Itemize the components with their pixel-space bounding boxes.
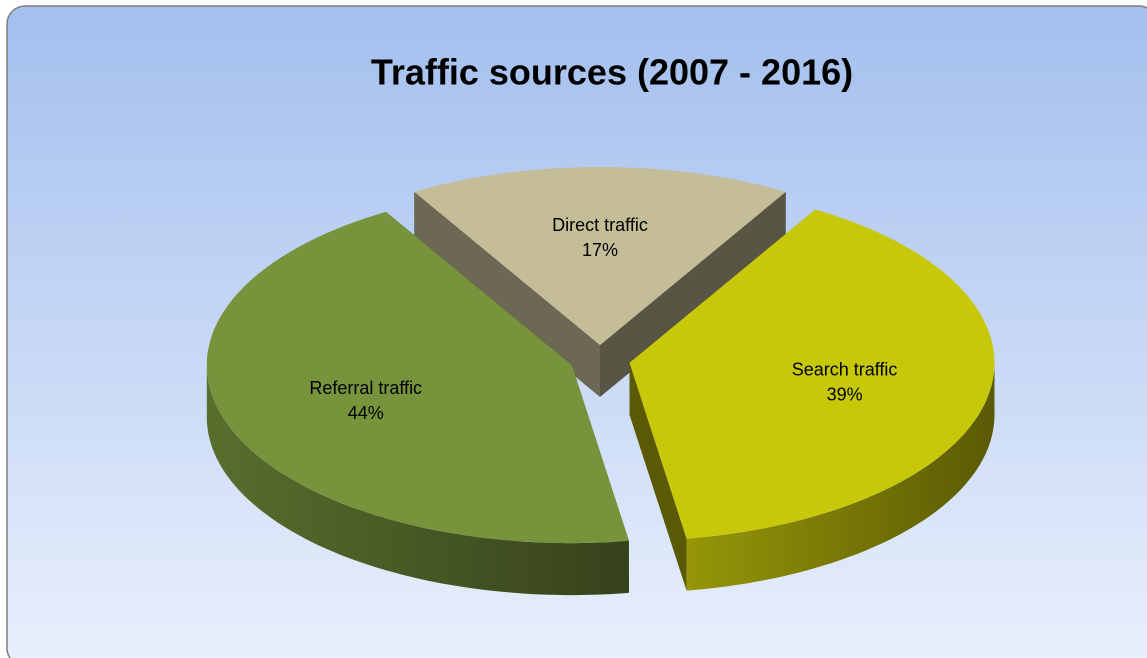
slice-side-face [414, 191, 600, 397]
slice-outer-wall [686, 362, 995, 591]
data-label-name: Referral traffic [309, 378, 422, 398]
slice: Referral traffic 44% [206, 211, 629, 596]
slice-side-face [600, 191, 786, 397]
data-label-value: 17% [582, 240, 618, 260]
slice-top [206, 211, 629, 544]
data-label-value: 39% [827, 385, 863, 405]
slice: Search traffic 39% [629, 209, 995, 591]
slice-side-face [629, 362, 687, 591]
slice: Direct traffic 17% [414, 167, 786, 397]
slice-top [414, 167, 786, 345]
pie: Direct traffic 17% Search traffic 39% Referr… [206, 167, 995, 596]
data-label-name: Search traffic [792, 360, 898, 380]
slice-outer-wall [206, 365, 629, 596]
chart-title: Traffic sources (2007 - 2016) [371, 52, 853, 93]
slice-top [629, 209, 995, 539]
data-label-value: 44% [348, 403, 384, 423]
data-label-name: Direct traffic [552, 215, 648, 235]
